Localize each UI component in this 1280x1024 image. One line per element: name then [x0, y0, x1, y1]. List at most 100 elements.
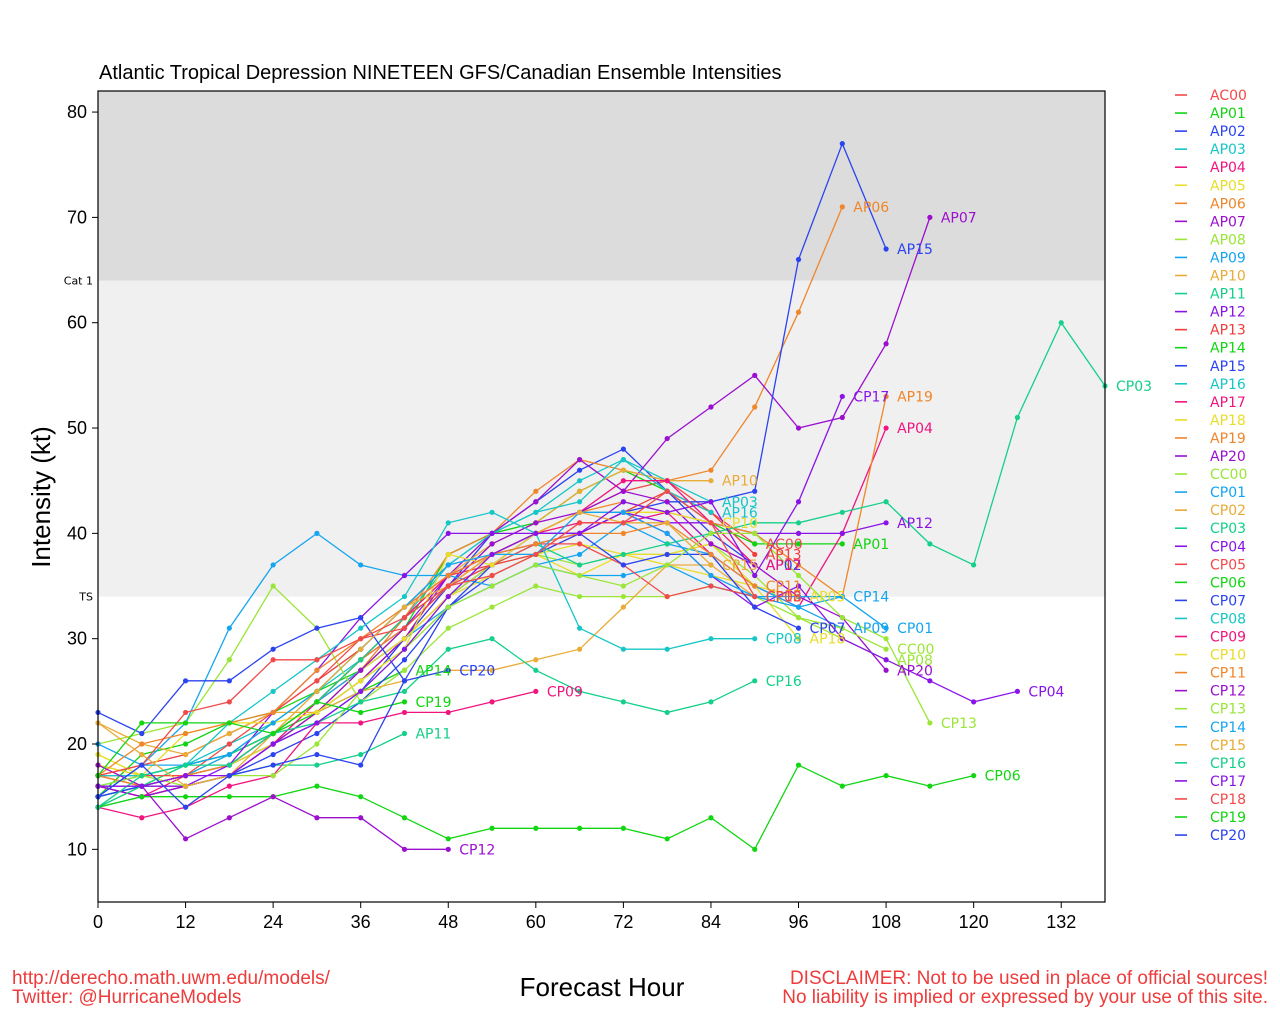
data-point	[314, 699, 320, 705]
data-point	[752, 604, 758, 610]
data-point	[839, 530, 845, 536]
data-point	[270, 646, 276, 652]
data-point	[883, 520, 889, 526]
series-end-label: AP09	[853, 621, 889, 637]
data-point	[401, 667, 408, 673]
data-point	[489, 530, 495, 536]
source-url[interactable]: http://derecho.math.uwm.edu/models/	[12, 968, 330, 989]
series-cp19	[95, 699, 408, 779]
twitter-handle[interactable]: Twitter: @HurricaneModels	[12, 987, 242, 1008]
data-point	[445, 530, 451, 536]
data-point	[182, 751, 189, 758]
data-point	[270, 762, 276, 768]
series-end-label: CP09	[547, 684, 583, 700]
data-point	[139, 794, 145, 800]
y-tick-label: 70	[67, 207, 87, 227]
data-point	[445, 836, 451, 842]
data-point	[664, 435, 670, 442]
legend-label: AP02	[1210, 124, 1246, 140]
legend-item-cp11: CP11	[1175, 666, 1246, 682]
data-point	[620, 488, 626, 494]
data-point	[795, 256, 802, 263]
data-point	[533, 488, 539, 494]
legend-label: AP10	[1210, 269, 1246, 285]
series-end-label: CP04	[1028, 684, 1064, 700]
data-point	[445, 646, 451, 652]
data-point	[883, 636, 889, 642]
footer-credits: http://derecho.math.uwm.edu/models/ Twit…	[12, 969, 330, 1007]
data-point	[883, 341, 889, 347]
legend-label: CP02	[1210, 503, 1246, 519]
legend-label: CP01	[1210, 485, 1246, 501]
data-point	[708, 520, 714, 526]
legend-label: CP16	[1210, 756, 1246, 772]
data-point	[752, 488, 758, 494]
series-end-label: CP13	[941, 716, 977, 732]
legend-item-ap19: AP19	[1175, 431, 1246, 447]
data-point	[445, 551, 451, 558]
data-point	[752, 846, 758, 852]
data-point	[182, 836, 189, 842]
data-point	[927, 678, 933, 684]
data-point	[795, 541, 802, 547]
data-point	[664, 551, 670, 558]
data-point	[752, 372, 758, 378]
data-point	[314, 751, 320, 758]
data-point	[270, 583, 276, 589]
data-point	[620, 499, 626, 505]
series-end-label: AP04	[897, 421, 933, 437]
chart-title: Atlantic Tropical Depression NINETEEN GF…	[99, 62, 782, 84]
legend-item-cp05: CP05	[1175, 557, 1246, 573]
intensity-bands	[98, 91, 1105, 597]
data-point	[839, 141, 845, 147]
data-point	[883, 625, 889, 631]
data-point	[533, 583, 539, 589]
data-point	[139, 751, 145, 758]
data-point	[708, 509, 714, 515]
data-point	[752, 593, 758, 600]
legend-label: AP04	[1210, 160, 1246, 176]
data-point	[314, 678, 320, 684]
series-end-label: CP06	[985, 769, 1021, 785]
legend-label: AP17	[1210, 395, 1246, 411]
data-point	[314, 730, 320, 737]
data-point	[664, 509, 670, 515]
data-point	[182, 794, 189, 800]
data-point	[139, 730, 145, 737]
data-point	[314, 667, 320, 673]
data-point	[577, 551, 583, 558]
series-end-label: CP17	[853, 389, 889, 405]
data-point	[664, 593, 670, 600]
y-tick-label: 10	[67, 839, 87, 859]
series-end-label: CP14	[853, 590, 889, 606]
data-point	[226, 730, 232, 737]
data-point	[664, 709, 670, 716]
data-point	[533, 551, 539, 558]
data-point	[358, 667, 364, 673]
data-point	[401, 709, 408, 716]
data-point	[927, 214, 933, 220]
data-point	[795, 583, 802, 589]
data-point	[401, 636, 408, 642]
data-point	[533, 667, 539, 673]
data-point	[226, 657, 232, 663]
series-end-label: CP18	[766, 590, 802, 606]
data-point	[445, 709, 451, 716]
data-point	[839, 393, 845, 400]
data-point	[971, 699, 977, 705]
legend-label: CP18	[1210, 792, 1246, 808]
legend-label: AP07	[1210, 214, 1246, 230]
data-point	[664, 836, 670, 842]
data-point	[664, 520, 670, 526]
data-point	[1014, 688, 1021, 694]
data-point	[401, 604, 408, 610]
series-end-label: CC00	[897, 642, 934, 658]
data-point	[226, 720, 232, 726]
data-point	[839, 625, 845, 631]
data-point	[577, 688, 583, 694]
data-point	[620, 467, 626, 473]
legend-label: AP18	[1210, 413, 1246, 429]
series-end-label: AP14	[415, 663, 451, 679]
legend-label: CP14	[1210, 720, 1246, 736]
